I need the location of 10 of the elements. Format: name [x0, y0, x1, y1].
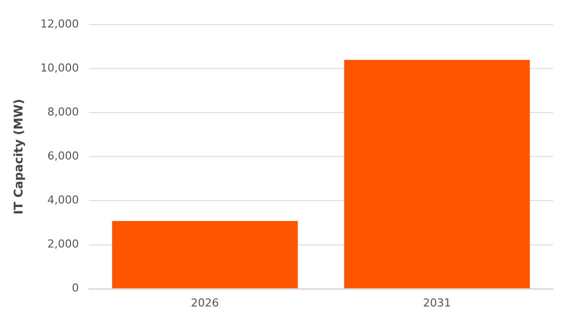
y-axis-title: IT Capacity (MW)	[11, 98, 26, 214]
y-tick-label: 12,000	[40, 17, 79, 30]
y-tick-label: 10,000	[40, 61, 79, 74]
x-tick-label: 2026	[190, 296, 219, 310]
y-tick-label: 8,000	[47, 106, 79, 119]
y-tick-label: 2,000	[47, 238, 79, 251]
y-tick-label: 6,000	[47, 150, 79, 163]
x-tick-label: 2031	[422, 296, 451, 310]
y-tick-label: 0	[72, 282, 79, 295]
y-tick-label: 4,000	[47, 194, 79, 207]
